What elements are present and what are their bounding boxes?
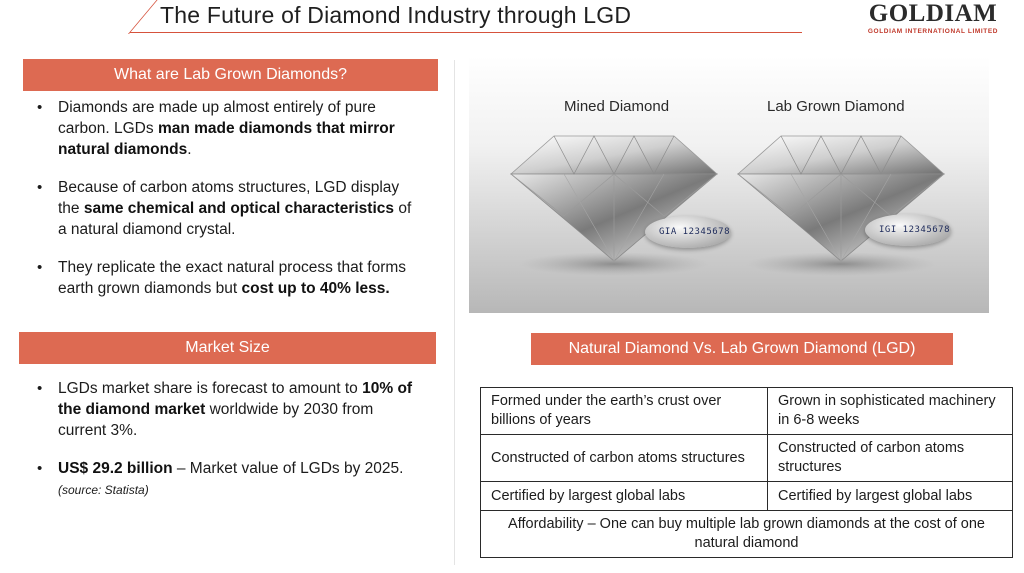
bullet-text: Diamonds are made up almost entirely of … [58, 99, 376, 137]
list-item: • US$ 29.2 billion – Market value of LGD… [23, 458, 413, 501]
list-item: • Diamonds are made up almost entirely o… [23, 97, 413, 160]
bullet-icon: • [37, 259, 43, 276]
logo-wordmark: GOLDIAM [868, 0, 998, 27]
mined-certificate-code: GIA 12345678 [659, 227, 731, 237]
logo-subtitle: GOLDIAM INTERNATIONAL LIMITED [867, 28, 999, 35]
what-are-lgd-list: • Diamonds are made up almost entirely o… [23, 97, 413, 299]
bullet-icon: • [37, 460, 43, 477]
bullet-emphasis: same chemical and optical characteristic… [83, 200, 395, 217]
lab-cell: Grown in sophisticated machinery in 6-8 … [767, 387, 1013, 435]
source-note: (source: Statista) [58, 483, 149, 497]
goldiam-logo: GOLDIAM GOLDIAM INTERNATIONAL LIMITED [858, 0, 1008, 36]
table-row: Formed under the earth’s crust over bill… [480, 387, 1013, 435]
bullet-icon: • [37, 179, 43, 196]
mined-diamond-label: Mined Diamond [564, 98, 670, 115]
bullet-text: – Market value of LGDs by 2025. [172, 460, 404, 477]
lab-certificate-code: IGI 12345678 [879, 225, 951, 235]
bullet-text: Because of carbon atoms structures, LGD … [58, 179, 400, 217]
mined-diamond-icon [509, 135, 719, 276]
bullet-icon: • [37, 99, 43, 116]
bullet-emphasis: US$ 29.2 billion [58, 460, 173, 477]
column-divider [454, 60, 455, 565]
bullet-text: LGDs market share is forecast to amount … [58, 380, 363, 397]
bullet-emphasis: 10% of the diamond market [58, 380, 413, 418]
diamond-illustration [509, 135, 946, 276]
list-item: • LGDs market share is forecast to amoun… [23, 378, 413, 441]
section-header-comparison: Natural Diamond Vs. Lab Grown Diamond (L… [531, 333, 953, 365]
lab-certificate-badge: IGI 12345678 [865, 214, 951, 246]
list-item: • Because of carbon atoms structures, LG… [23, 177, 413, 240]
table-row: Constructed of carbon atoms structures C… [480, 434, 1013, 482]
bullet-icon: • [37, 380, 43, 397]
diamond-comparison-photo: Mined Diamond Lab Grown Diamond [469, 56, 989, 313]
bullet-text: of a natural diamond crystal. [58, 200, 412, 238]
bullet-emphasis: man made diamonds that mirror natural di… [58, 120, 395, 158]
table-row: Certified by largest global labs Certifi… [480, 481, 1013, 511]
bullet-text: . [187, 141, 192, 158]
title-underline [130, 32, 802, 33]
lab-cell: Constructed of carbon atoms structures [767, 434, 1013, 482]
table-row: Affordability – One can buy multiple lab… [480, 510, 1013, 558]
comparison-table: Formed under the earth’s crust over bill… [480, 387, 1013, 558]
section-header-what-are-lgd: What are Lab Grown Diamonds? [23, 59, 438, 91]
natural-cell: Certified by largest global labs [480, 481, 768, 511]
natural-cell: Formed under the earth’s crust over bill… [480, 387, 768, 435]
lab-grown-diamond-label: Lab Grown Diamond [767, 98, 905, 115]
lab-cell: Certified by largest global labs [767, 481, 1013, 511]
market-size-list: • LGDs market share is forecast to amoun… [23, 378, 413, 501]
bullet-emphasis: cost up to 40% less. [241, 280, 390, 297]
mined-certificate-badge: GIA 12345678 [645, 216, 731, 248]
section-header-market-size: Market Size [19, 332, 436, 364]
bullet-text: They replicate the exact natural process… [58, 259, 407, 297]
natural-cell: Constructed of carbon atoms structures [480, 434, 768, 482]
list-item: • They replicate the exact natural proce… [23, 257, 413, 299]
affordability-cell: Affordability – One can buy multiple lab… [480, 510, 1013, 558]
title-accent-line [128, 0, 158, 34]
page-title: The Future of Diamond Industry through L… [160, 2, 632, 28]
bullet-text: worldwide by 2030 from current 3%. [58, 401, 374, 439]
lab-grown-diamond-icon [736, 135, 946, 276]
